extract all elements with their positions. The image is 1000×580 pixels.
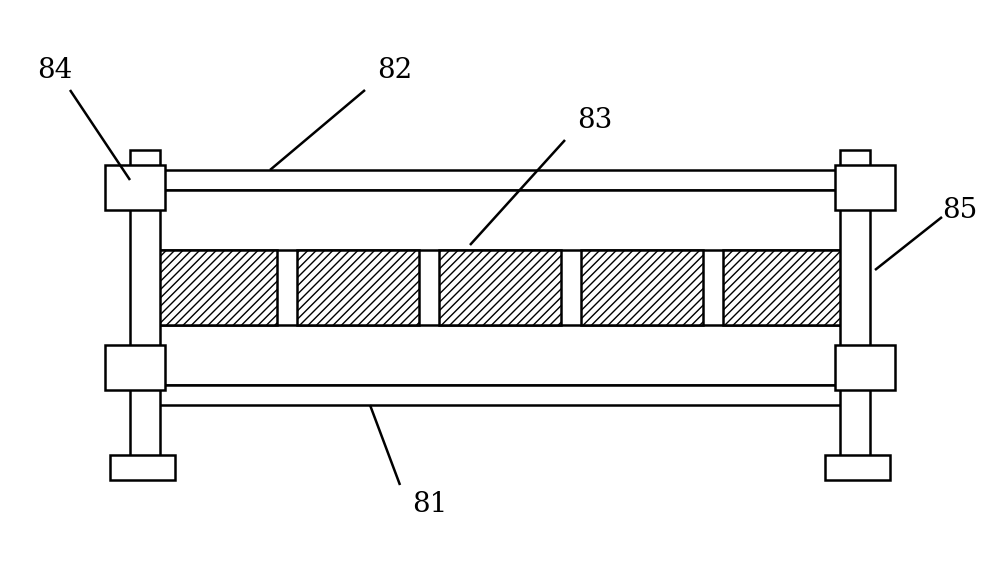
Bar <box>297 250 419 325</box>
Bar <box>140 385 860 405</box>
Bar <box>581 250 703 325</box>
Bar <box>840 150 870 460</box>
Bar <box>105 165 165 210</box>
Bar <box>140 170 860 190</box>
Text: 81: 81 <box>412 491 448 519</box>
Bar <box>835 165 895 210</box>
Bar <box>110 455 175 480</box>
Bar <box>155 250 277 325</box>
Text: 82: 82 <box>377 56 413 84</box>
Text: 85: 85 <box>942 197 978 223</box>
Bar <box>825 455 890 480</box>
Bar <box>155 190 845 250</box>
Text: 84: 84 <box>37 56 73 84</box>
Bar <box>439 250 561 325</box>
Bar <box>155 325 845 385</box>
Text: 83: 83 <box>577 107 613 133</box>
Bar <box>723 250 845 325</box>
Bar <box>835 345 895 390</box>
Bar <box>130 150 160 460</box>
Bar <box>105 345 165 390</box>
